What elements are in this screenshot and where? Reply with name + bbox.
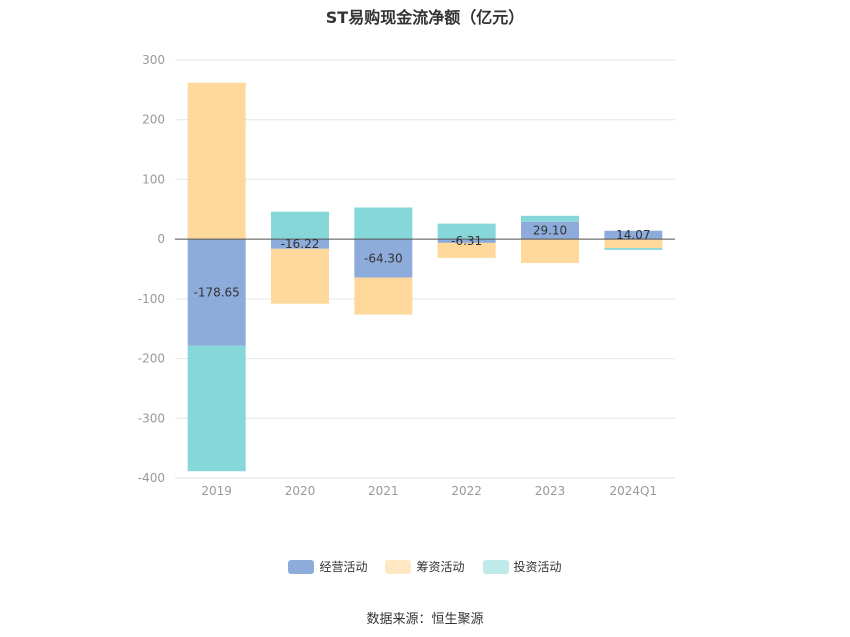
- bar-2024Q1-0[interactable]: [604, 230, 663, 240]
- y-tick-label: 100: [142, 172, 165, 186]
- legend-label-investing: 投资活动: [513, 560, 562, 574]
- bar-2022-0[interactable]: [437, 239, 496, 243]
- bar-2021-2[interactable]: [354, 207, 413, 240]
- legend-item-financing[interactable]: 筹资活动: [385, 558, 465, 575]
- bar-2020-2[interactable]: [271, 211, 329, 240]
- legend-swatch-operating: [288, 559, 315, 574]
- y-tick-label: -200: [138, 352, 165, 366]
- bar-2019-2[interactable]: [187, 345, 246, 472]
- bar-layer: [187, 82, 663, 472]
- bar-2020-0[interactable]: [271, 239, 329, 249]
- bar-2020-1[interactable]: [271, 248, 329, 304]
- data-label-2024Q1: 14.07: [616, 228, 650, 242]
- y-tick-label: 300: [142, 53, 165, 67]
- x-tick-label: 2021: [368, 484, 399, 498]
- legend-label-operating: 经营活动: [319, 560, 368, 574]
- legend: 经营活动 筹资活动 投资活动: [0, 558, 850, 575]
- legend-item-investing[interactable]: 投资活动: [482, 558, 562, 575]
- y-tick-label: 0: [157, 232, 165, 246]
- bar-2023-1[interactable]: [521, 239, 579, 264]
- legend-swatch-investing: [482, 559, 509, 574]
- bar-2019-1[interactable]: [187, 82, 246, 240]
- legend-label-financing: 筹资活动: [416, 560, 465, 574]
- x-tick-label: 2024Q1: [610, 484, 658, 498]
- data-labels: -178.65 -16.22 -64.30 -6.31 29.10 14.07: [194, 223, 651, 299]
- bar-2021-0[interactable]: [354, 239, 413, 278]
- legend-swatch-financing: [385, 559, 412, 574]
- bar-2024Q1-1[interactable]: [604, 239, 663, 249]
- x-tick-label: 2019: [201, 484, 232, 498]
- bar-2024Q1-2[interactable]: [604, 248, 663, 250]
- y-tick-label: -400: [138, 471, 165, 485]
- data-label-2019: -178.65: [194, 285, 240, 299]
- data-label-2023: 29.10: [533, 223, 567, 237]
- bar-2022-2[interactable]: [437, 223, 496, 240]
- data-label-2022: -6.31: [451, 234, 482, 248]
- bar-2021-1[interactable]: [354, 277, 413, 315]
- x-tick-label: 2023: [535, 484, 566, 498]
- cashflow-chart: -178.65 -16.22 -64.30 -6.31 29.10 14.07 300 20…: [138, 53, 675, 498]
- x-tick-label: 2020: [285, 484, 316, 498]
- bar-2023-2[interactable]: [521, 215, 579, 222]
- data-label-2021: -64.30: [364, 251, 403, 265]
- y-axis: 300 200 100 0 -100 -200 -300 -400: [138, 53, 165, 485]
- data-label-2020: -16.22: [281, 237, 320, 251]
- y-tick-label: -300: [138, 411, 165, 425]
- bar-2023-0[interactable]: [521, 221, 579, 240]
- x-axis: 2019 2020 2021 2022 2023 2024Q1: [175, 477, 675, 498]
- chart-title: ST易购现金流净额（亿元）: [325, 8, 525, 27]
- legend-item-operating[interactable]: 经营活动: [288, 558, 367, 575]
- bar-2019-0[interactable]: [187, 239, 246, 346]
- grid-lines: [175, 59, 675, 479]
- y-tick-label: -100: [138, 292, 165, 306]
- y-tick-label: 200: [142, 113, 165, 127]
- bar-2022-1[interactable]: [437, 242, 496, 258]
- x-tick-label: 2022: [451, 484, 482, 498]
- data-source: 数据来源：恒生聚源: [366, 612, 484, 627]
